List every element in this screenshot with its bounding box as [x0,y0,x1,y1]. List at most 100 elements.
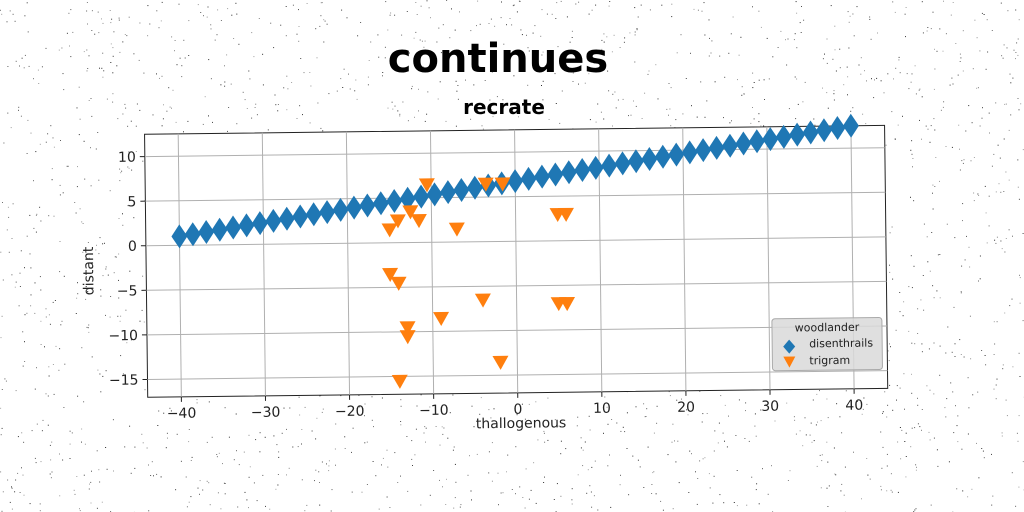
noise-dot [316,417,318,419]
noise-dot [821,460,823,462]
noise-dot [862,408,864,410]
noise-dot [176,433,178,435]
noise-dot [216,454,218,455]
noise-dot [340,78,342,80]
noise-dot [53,215,55,217]
noise-dot [156,73,157,75]
noise-dot [513,4,515,6]
noise-dot [390,12,392,14]
noise-dot [112,101,114,103]
noise-dot [908,88,910,90]
noise-dot [127,125,129,127]
noise-dot [473,84,475,86]
noise-dot [359,406,361,408]
noise-dot [158,27,160,29]
noise-dot [186,506,188,508]
noise-dot [59,271,61,273]
noise-dot [675,461,677,463]
noise-dot [712,502,714,504]
data-point-disenthrails [775,124,792,149]
noise-dot [962,162,964,164]
noise-dot [488,23,490,24]
noise-dot [1022,149,1024,151]
noise-dot [903,301,905,303]
noise-dot [470,490,472,492]
noise-dot [298,9,299,11]
noise-dot [834,473,836,475]
noise-dot [59,495,61,497]
noise-dot [418,88,419,90]
noise-dot [933,88,935,90]
noise-dot [794,33,796,35]
noise-dot [1003,138,1005,140]
noise-dot [995,398,997,400]
noise-dot [40,289,42,291]
noise-dot [733,502,735,503]
noise-dot [416,405,418,407]
noise-dot [203,15,204,17]
noise-dot [1015,9,1017,11]
noise-dot [291,82,293,83]
noise-dot [973,192,975,194]
noise-dot [166,110,168,112]
noise-dot [102,22,104,24]
grid-lines [144,125,888,397]
noise-dot [424,40,426,42]
noise-dot [320,127,322,129]
noise-dot [669,395,671,397]
noise-dot [47,133,49,135]
noise-dot [334,448,336,450]
noise-dot [69,430,71,432]
noise-dot [118,297,120,299]
noise-dot [208,115,209,117]
noise-dot [251,117,253,119]
noise-dot [963,356,965,358]
noise-dot [227,8,229,10]
data-point-disenthrails [292,204,309,229]
noise-dot [936,50,938,52]
noise-dot [634,7,636,9]
noise-dot [989,132,990,134]
noise-dot [543,430,545,432]
noise-dot [270,22,272,24]
noise-dot [491,442,493,444]
noise-dot [967,496,969,498]
noise-dot [100,289,102,291]
noise-dot [63,275,65,277]
noise-dot [858,64,860,66]
noise-dot [84,443,86,445]
noise-dot [595,121,597,123]
noise-dot [15,390,17,392]
noise-dot [553,499,555,500]
noise-dot [628,115,629,117]
noise-dot [471,499,472,501]
noise-dot [746,504,748,506]
chart-subtitle: recrate [463,95,545,119]
noise-dot [419,69,420,70]
noise-dot [11,274,13,276]
noise-dot [35,214,37,216]
noise-dot [0,251,2,253]
noise-dot [964,259,966,261]
noise-dot [971,488,973,490]
noise-dot [122,113,124,115]
noise-dot [117,315,119,317]
noise-dot [24,314,26,316]
noise-dot [1004,251,1006,253]
noise-dot [459,11,460,13]
x-grid-line [177,133,182,397]
noise-dot [418,55,420,57]
noise-dot [248,507,249,509]
noise-dot [45,308,47,310]
noise-dot [967,433,969,435]
noise-dot [96,450,98,452]
noise-dot [246,499,248,501]
noise-dot [978,280,979,282]
noise-dot [109,10,111,11]
noise-dot [303,72,305,74]
noise-dot [386,496,388,498]
data-point-disenthrails [681,140,698,165]
x-grid-line [682,127,687,391]
noise-dot [331,489,333,491]
noise-dot [98,469,100,471]
